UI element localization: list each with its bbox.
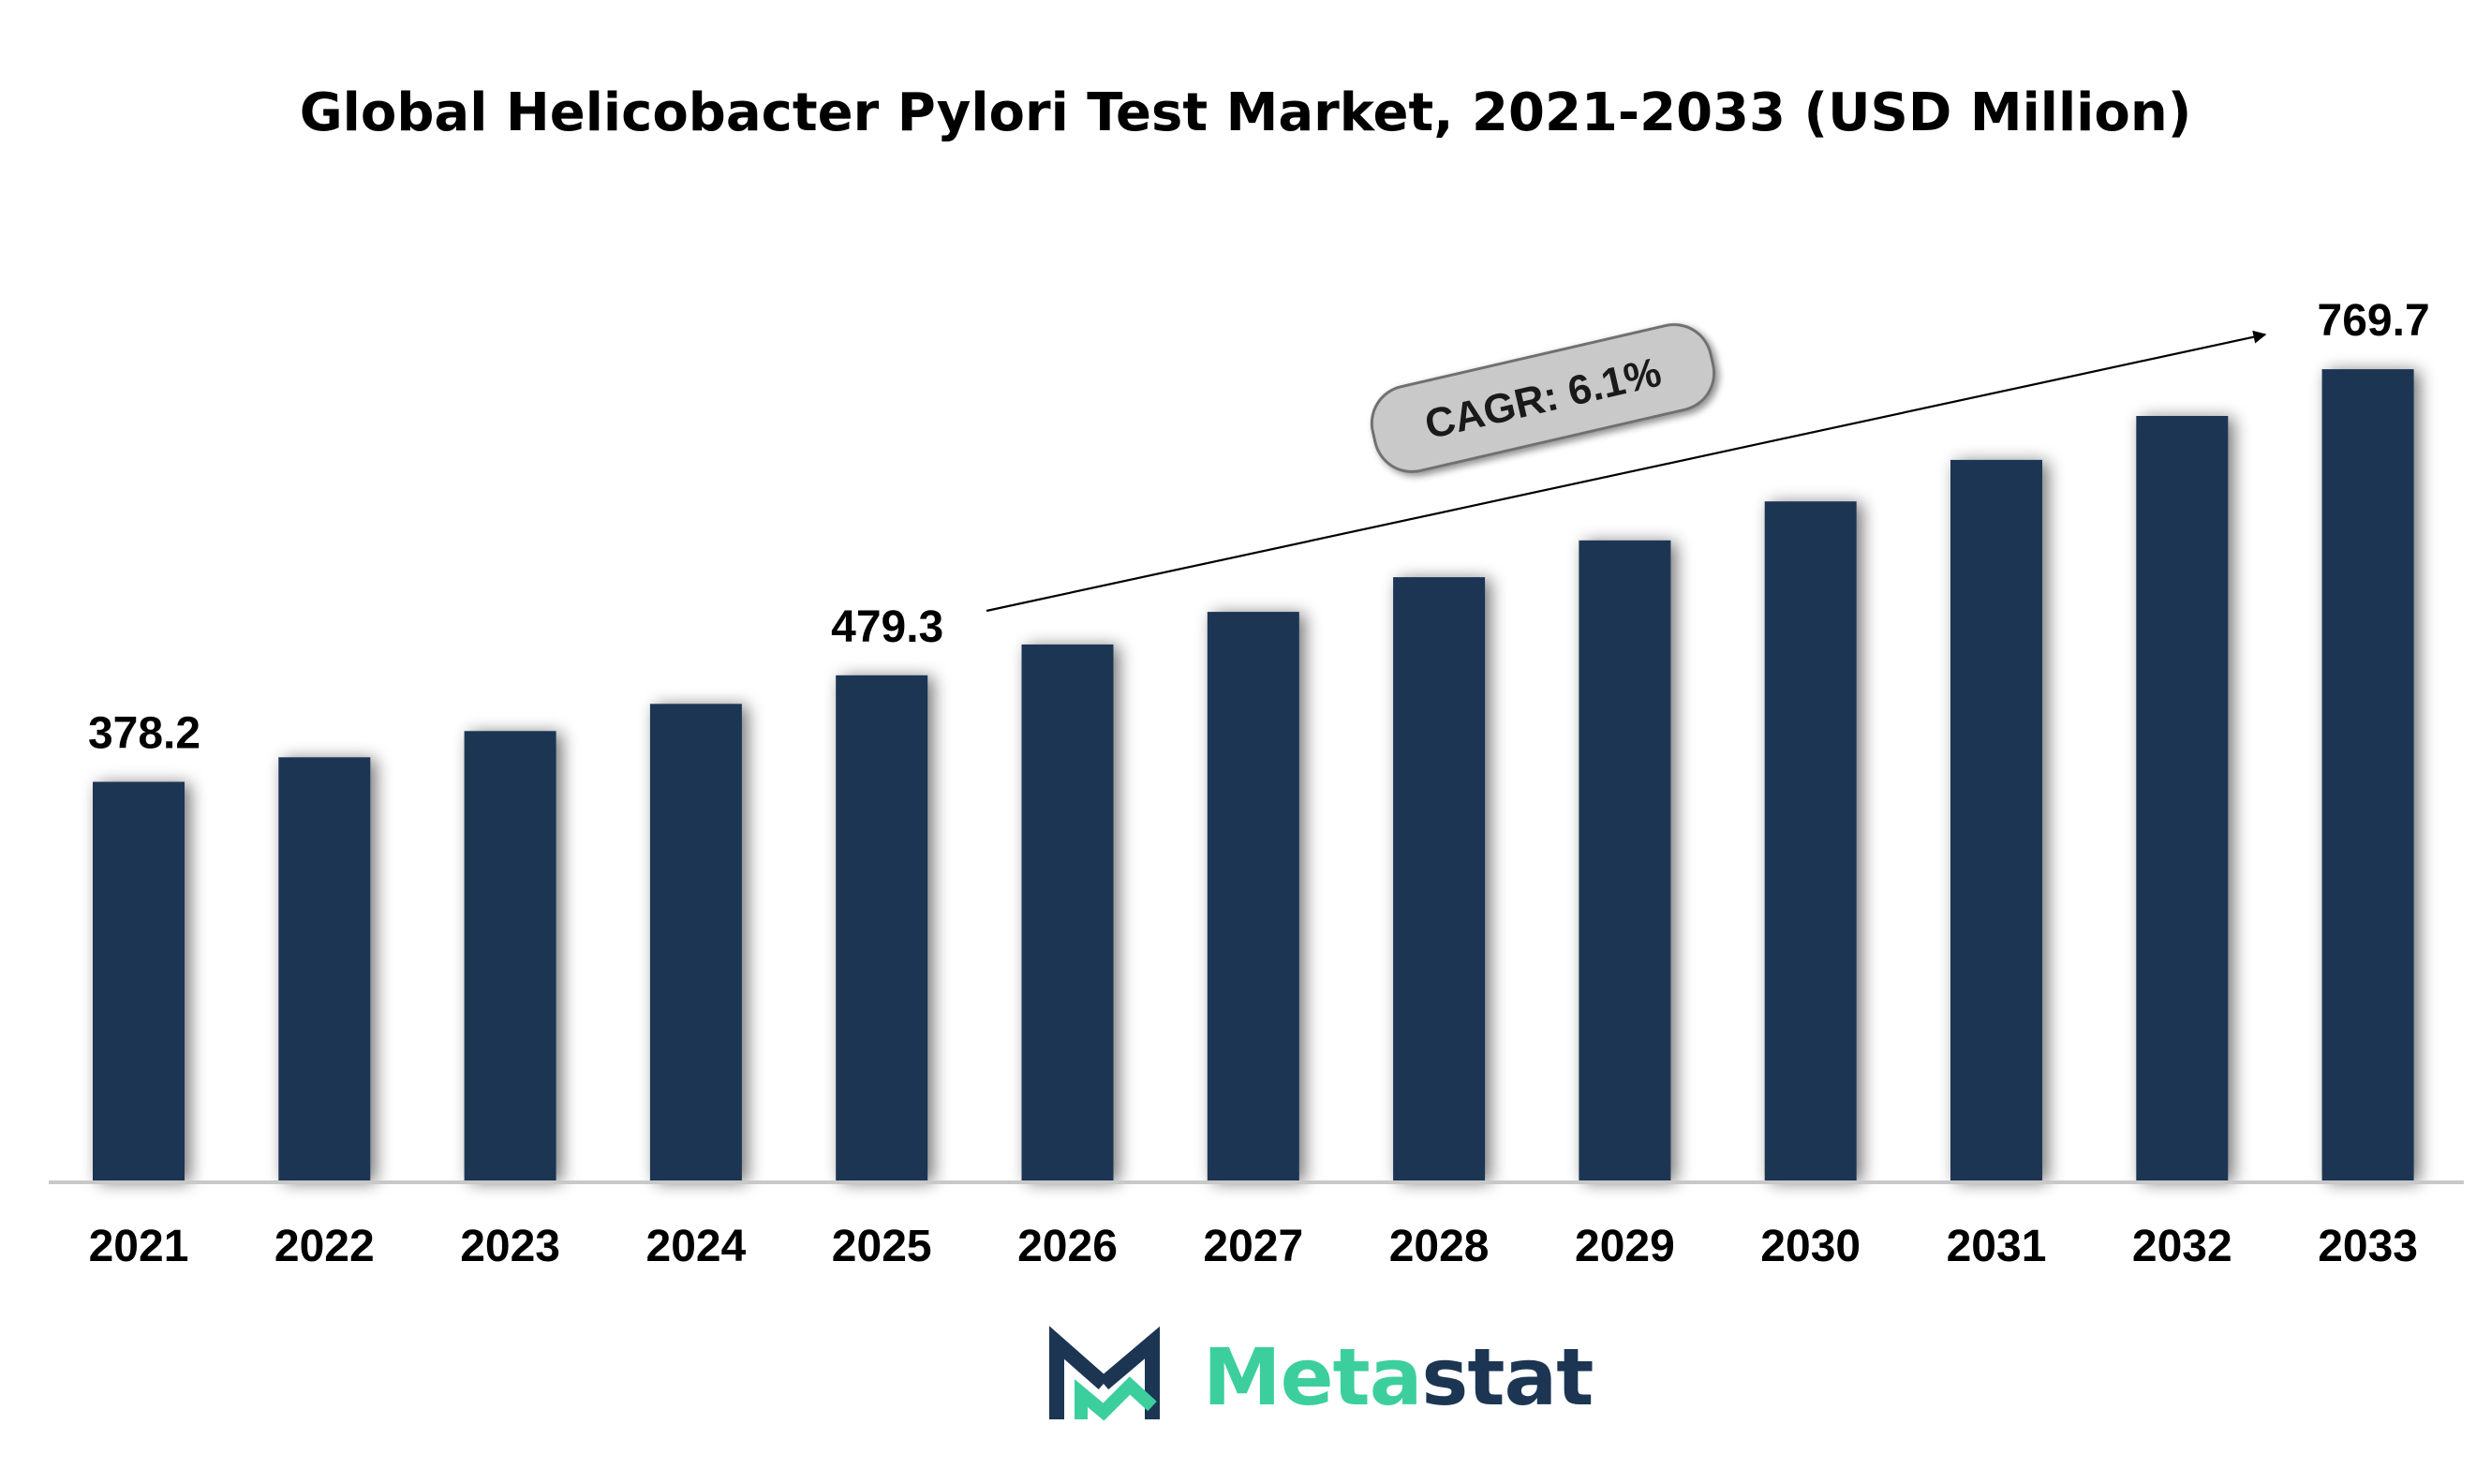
bar-2026 [1021,644,1114,1180]
bars-layer [93,369,2414,1181]
x-tick-label-2032: 2032 [2132,1222,2232,1271]
metastat-wordmark: Metastat [1203,1331,1594,1423]
data-label-2033: 769.7 [2318,296,2430,346]
bar-2031 [1950,459,2042,1180]
chart-title: Global Helicobacter Pylori Test Market, … [299,82,2192,143]
x-tick-label-2026: 2026 [1017,1222,1118,1271]
logo-text-stat: stat [1421,1331,1594,1423]
bar-2021 [93,781,185,1180]
data-label-2021: 378.2 [88,709,200,759]
bar-2028 [1393,577,1486,1180]
cagr-box [1370,323,1716,473]
metastat-logo: Metastat [1049,1321,1594,1433]
x-tick-label-2025: 2025 [832,1222,932,1271]
x-tick-label-2021: 2021 [89,1222,189,1271]
bar-2030 [1764,501,1857,1180]
x-tick-label-2024: 2024 [646,1222,747,1271]
x-tick-label-2027: 2027 [1203,1222,1303,1271]
data-label-2025: 479.3 [831,602,943,652]
x-tick-label-2022: 2022 [274,1222,375,1271]
bar-2032 [2136,416,2229,1180]
x-axis-ticks: 2021 2022 2023 2024 2025 2026 2027 2028 2029 2030… [89,1222,2418,1271]
labels-layer: 378.2 479.3 769.7 [88,296,2430,758]
x-tick-label-2028: 2028 [1389,1222,1490,1271]
bar-2029 [1579,540,1671,1180]
cagr-callout: CAGR: 6.1% [1370,323,1716,473]
x-tick-label-2031: 2031 [1947,1222,2047,1271]
x-tick-label-2033: 2033 [2318,1222,2418,1271]
bar-2033 [2321,369,2414,1181]
cagr-trend-arrow [986,330,2267,613]
bar-2025 [836,675,928,1180]
logo-text-meta: Meta [1203,1331,1422,1423]
x-tick-label-2030: 2030 [1760,1222,1861,1271]
metastat-m-logo-icon [1049,1326,1160,1421]
x-tick-label-2029: 2029 [1575,1222,1675,1271]
bar-2022 [278,757,371,1180]
bar-2027 [1207,612,1299,1180]
bar-2024 [649,704,742,1180]
x-tick-label-2023: 2023 [460,1222,560,1271]
bar-2023 [464,731,556,1180]
